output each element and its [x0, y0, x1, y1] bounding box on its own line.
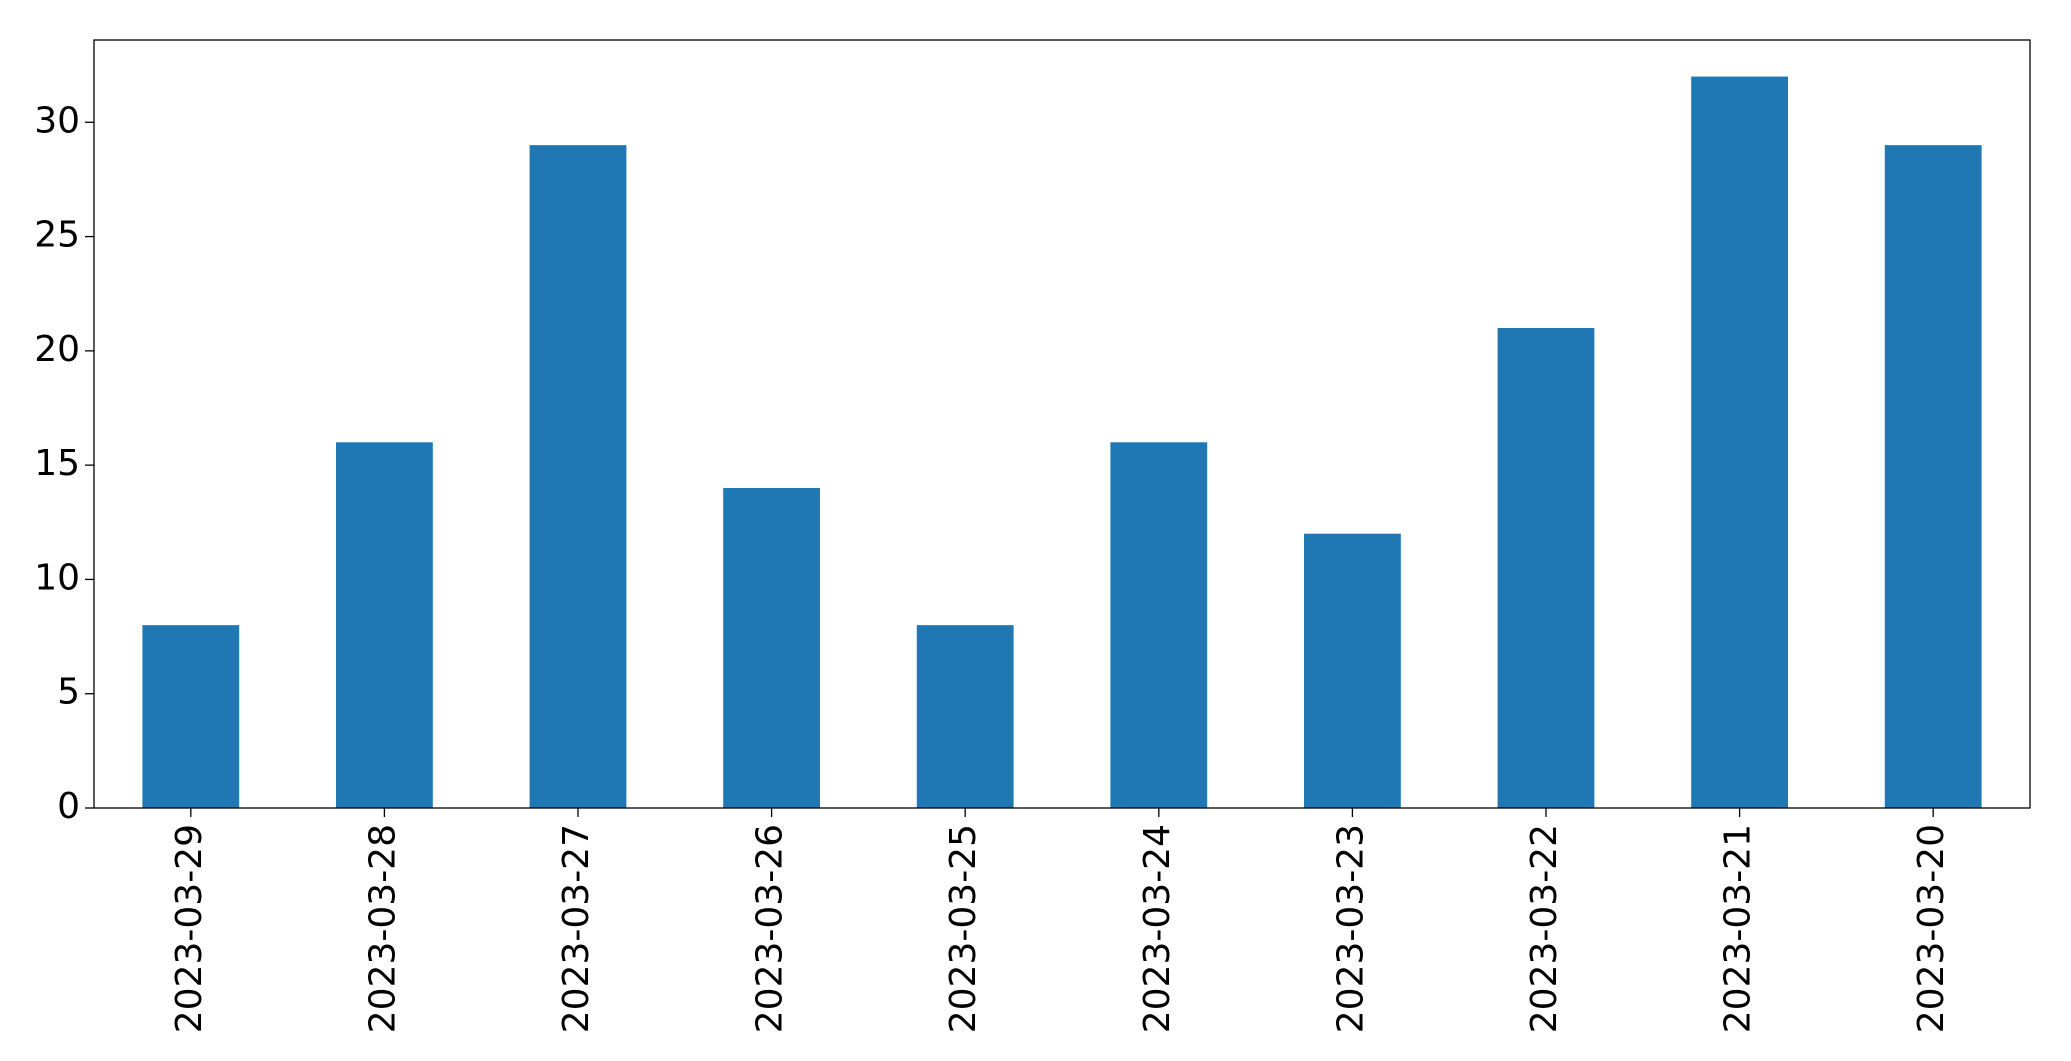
x-tick-label: 2023-03-26 [750, 824, 791, 1033]
bar [1884, 145, 1982, 809]
x-tick-label: 2023-03-22 [1524, 824, 1565, 1033]
x-tick-label: 2023-03-20 [1911, 824, 1952, 1033]
bar [1691, 76, 1788, 809]
x-tick-label: 2023-03-24 [1137, 824, 1178, 1033]
x-tick-label: 2023-03-28 [362, 824, 403, 1033]
bar [336, 442, 433, 808]
x-tick-label: 2023-03-29 [169, 824, 210, 1033]
bar [1497, 328, 1595, 808]
y-tick-label: 25 [34, 215, 80, 256]
y-tick-label: 30 [34, 100, 80, 141]
bar [723, 488, 820, 808]
bar [142, 625, 240, 808]
y-tick-label: 0 [57, 786, 80, 827]
bar [1304, 533, 1401, 808]
plot-frame [93, 39, 2031, 809]
y-tick-label: 15 [34, 443, 80, 484]
y-tick-label: 20 [34, 329, 80, 370]
bar [529, 145, 627, 809]
x-tick-label: 2023-03-25 [943, 824, 984, 1033]
x-tick-label: 2023-03-21 [1718, 824, 1759, 1033]
bar [1110, 442, 1208, 808]
y-tick-label: 10 [34, 557, 80, 598]
y-tick-label: 5 [57, 672, 80, 713]
x-tick-label: 2023-03-23 [1330, 824, 1371, 1033]
x-tick-label: 2023-03-27 [556, 824, 597, 1033]
bar [916, 625, 1014, 808]
